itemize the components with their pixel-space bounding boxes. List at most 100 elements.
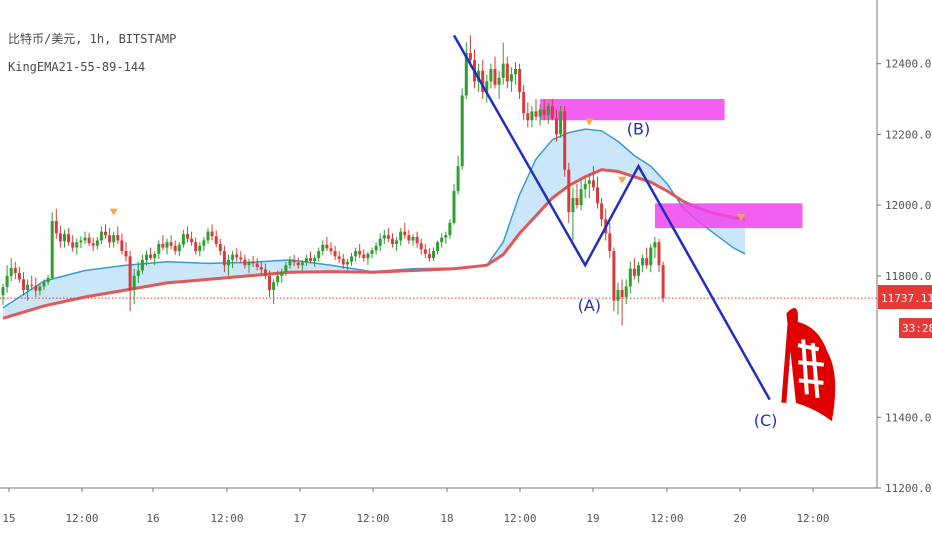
candle-body (5, 275, 9, 288)
flag-icon (781, 308, 836, 422)
candle-body (514, 68, 517, 75)
candle-body (79, 240, 83, 243)
candle-body (276, 275, 280, 283)
ema-line-fast (2, 128, 746, 309)
candle-body (296, 262, 300, 266)
candle-body (460, 95, 464, 167)
candle-body (30, 284, 34, 286)
candle-body (526, 113, 530, 121)
candle-body (161, 244, 165, 248)
candle-body (555, 118, 558, 135)
signal-marker-icon (585, 118, 594, 126)
candle-body (423, 249, 427, 254)
candle-body (9, 268, 13, 276)
candle-body (440, 237, 444, 243)
candle-body (542, 109, 546, 115)
ema-ribbon (3, 129, 746, 319)
candle-body (571, 198, 575, 213)
x-tick-label: 18 (440, 512, 453, 525)
candle-body (505, 63, 509, 82)
signal-marker-icon (618, 176, 627, 184)
last-price-badge (878, 285, 932, 310)
candle-body (34, 285, 38, 291)
candle-body (362, 254, 366, 259)
candle-body (235, 254, 239, 258)
candle-body (169, 242, 173, 246)
x-tick-label: 12:00 (65, 512, 98, 525)
candle-body (370, 250, 374, 254)
candle-body (26, 284, 30, 290)
last-price-value: 11737.11 (881, 292, 932, 305)
candle-body (419, 243, 423, 250)
candle-body (268, 275, 271, 290)
candle-body (222, 251, 226, 266)
y-tick-label: 11800.00 (885, 270, 932, 283)
ema-line-slow (2, 168, 746, 320)
indicator-legend: KingEMA21-55-89-144 (8, 60, 146, 74)
y-tick-label: 12000.00 (885, 199, 932, 212)
candle-body (575, 198, 579, 206)
candle-body (608, 233, 612, 252)
candle-body (202, 240, 206, 246)
x-tick-label: 12:00 (210, 512, 243, 525)
candle-body (583, 183, 587, 190)
candle-body (641, 258, 645, 266)
candle-body (218, 244, 222, 252)
candle-body (13, 268, 17, 273)
candle-body (341, 258, 345, 265)
candle-body (579, 189, 583, 206)
candle-body (337, 256, 341, 259)
candle-body (116, 235, 120, 241)
candle-body (468, 53, 472, 61)
x-tick-label: 17 (293, 512, 306, 525)
candle-body (304, 258, 308, 263)
candle-body (321, 244, 325, 252)
candle-body (411, 236, 415, 241)
candle-body (243, 259, 247, 266)
candle-body (329, 248, 333, 252)
candle-body (661, 265, 665, 299)
candle-body (415, 236, 419, 244)
candle-body (366, 253, 370, 259)
candle-body (645, 258, 649, 266)
x-tick-label: 16 (146, 512, 159, 525)
candle-body (628, 268, 632, 287)
countdown-value: 33:28 (902, 322, 932, 335)
x-tick-label: 12:00 (503, 512, 536, 525)
candle-body (591, 180, 595, 188)
candle-body (624, 286, 628, 298)
candle-body (17, 272, 21, 280)
candle-body (407, 235, 411, 241)
candle-body (292, 259, 296, 263)
candle-body (58, 233, 62, 242)
candle-body (153, 253, 157, 259)
candle-body (22, 279, 25, 290)
candle-body (108, 235, 112, 243)
candle-body (600, 203, 604, 220)
candle-body (448, 222, 452, 236)
candle-body (120, 240, 124, 252)
x-tick-label: 12:00 (356, 512, 389, 525)
candle-body (190, 238, 194, 243)
candle-body (317, 251, 321, 259)
candle-body (239, 257, 243, 260)
candle-body (177, 244, 181, 252)
candle-body (186, 234, 189, 239)
candle-body (522, 91, 526, 114)
y-tick-label: 11200.00 (885, 482, 932, 495)
candle-body (587, 180, 591, 184)
candle-body (436, 242, 440, 252)
candle-body (206, 231, 210, 241)
candle-body (251, 261, 255, 264)
candle-body (386, 235, 390, 239)
candle-body (67, 234, 71, 243)
candle-body (616, 289, 620, 301)
zone-1 (540, 99, 725, 121)
candle-body (350, 256, 353, 262)
candle-body (546, 106, 550, 115)
candle-body (395, 240, 399, 244)
candle-body (313, 258, 317, 261)
candle-body (456, 166, 460, 191)
candle-body (99, 231, 103, 241)
